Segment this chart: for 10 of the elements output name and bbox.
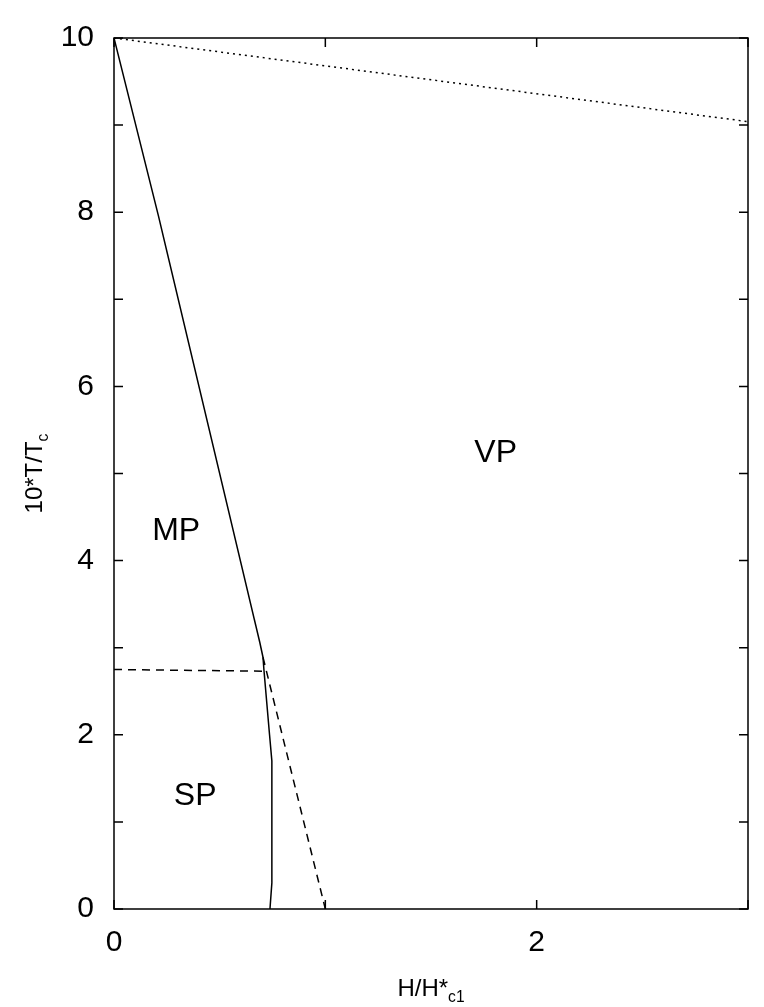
annotation: VP bbox=[474, 433, 518, 470]
y-tick-label: 0 bbox=[77, 890, 94, 924]
y-tick-label: 4 bbox=[77, 541, 94, 575]
y-tick-label: 2 bbox=[77, 716, 94, 750]
annotation: SP bbox=[173, 775, 217, 812]
y-axis-title: 10*T/Tc bbox=[19, 433, 51, 514]
y-tick-label: 10 bbox=[60, 19, 94, 53]
y-tick-label: 6 bbox=[77, 367, 94, 401]
y-tick-label: 8 bbox=[77, 193, 94, 227]
annotation: MP bbox=[152, 510, 201, 547]
